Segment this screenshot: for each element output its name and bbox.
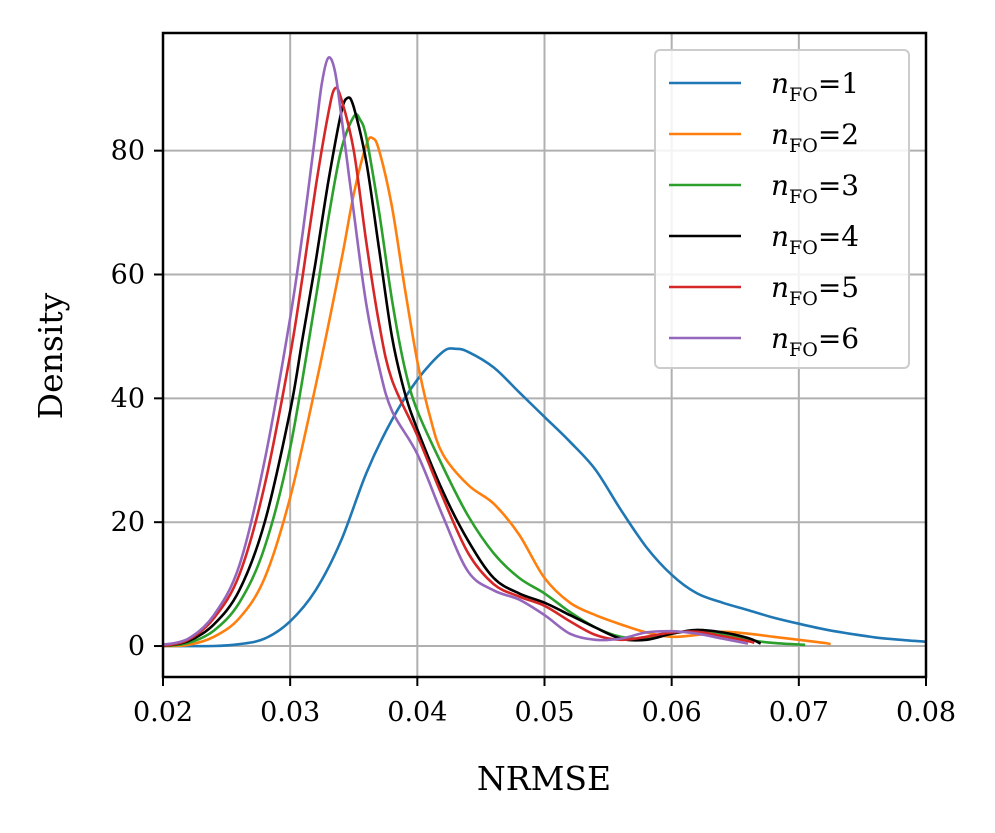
x-tick-label: 0.08: [896, 697, 956, 728]
legend-label-5: nFO=5: [771, 271, 859, 310]
x-tick-label: 0.03: [260, 697, 320, 728]
x-tick-label: 0.04: [387, 697, 447, 728]
x-tick-label: 0.07: [769, 697, 829, 728]
density-series: [162, 56, 927, 648]
legend-label-6: nFO=6: [771, 322, 859, 361]
series-line-4: [162, 96, 762, 648]
y-tick-label: 20: [111, 507, 145, 538]
y-axis-label: Density: [31, 292, 70, 419]
x-tick-label: 0.06: [642, 697, 702, 728]
y-tick-label: 60: [111, 260, 145, 291]
x-axis-label: NRMSE: [477, 759, 611, 798]
legend-label-1: nFO=1: [771, 67, 859, 106]
legend-box: [654, 49, 910, 369]
series-line-1: [162, 347, 927, 648]
series-line-5: [162, 86, 755, 648]
x-tick-label: 0.02: [133, 697, 193, 728]
y-tick-label: 0: [128, 631, 145, 662]
legend: nFO=1 nFO=2 nFO=3 nFO=4 nFO=5 nFO=6: [654, 49, 910, 369]
legend-label-2: nFO=2: [771, 118, 859, 157]
axis-ticks: 0.02 0.03 0.04 0.05 0.06 0.07 0.08 0 20 40 60 80: [111, 136, 956, 728]
y-tick-label: 80: [111, 136, 145, 167]
legend-label-3: nFO=3: [771, 169, 859, 208]
series-line-6: [162, 56, 749, 647]
y-tick-label: 40: [111, 383, 145, 414]
x-tick-label: 0.05: [514, 697, 574, 728]
legend-label-4: nFO=4: [771, 220, 859, 259]
